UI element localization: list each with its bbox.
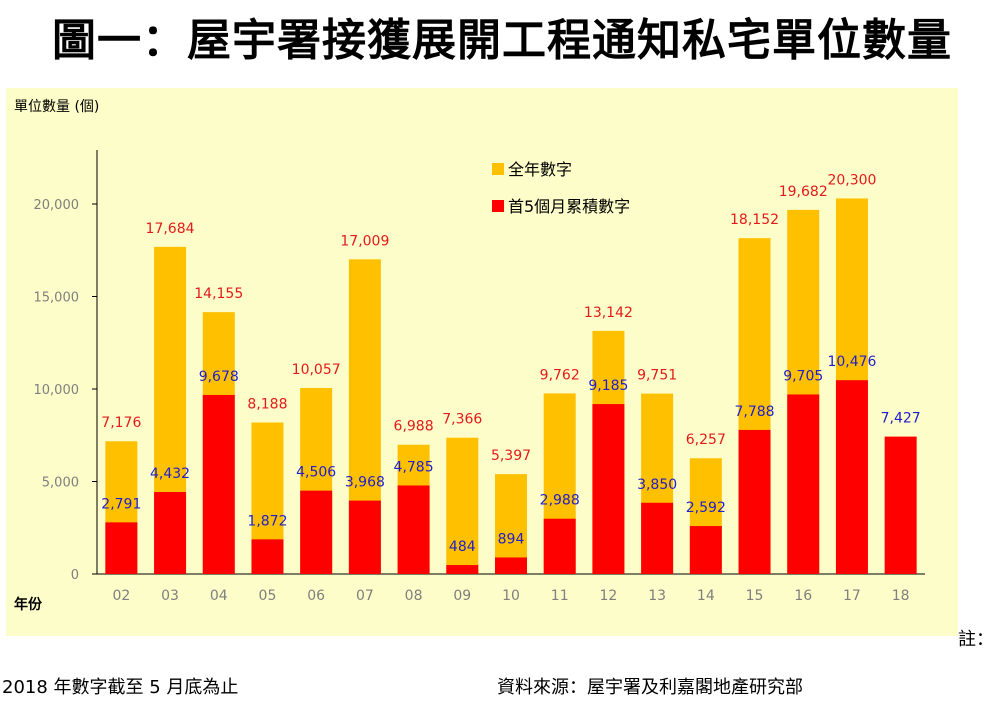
x-tick-label: 18 (892, 588, 910, 604)
bar-first-5-months (641, 502, 674, 574)
data-label-first-5-months: 3,850 (637, 477, 677, 493)
x-tick-label: 02 (112, 588, 130, 604)
data-label-full-year: 13,142 (584, 305, 633, 321)
y-tick-label: 10,000 (34, 383, 80, 398)
x-tick-label: 11 (551, 588, 569, 604)
data-label-full-year: 17,684 (146, 221, 195, 237)
data-label-full-year: 7,366 (442, 412, 482, 428)
data-label-first-5-months: 4,785 (394, 459, 434, 475)
bar-first-5-months (154, 492, 187, 574)
y-tick-label: 15,000 (34, 291, 80, 306)
bar-first-5-months (884, 436, 917, 574)
legend-swatch-full-year (492, 163, 504, 175)
x-tick-label: 09 (453, 588, 471, 604)
y-axis-label: 單位數量 (個) (14, 99, 100, 115)
data-label-first-5-months: 2,791 (101, 496, 141, 512)
y-tick-label: 20,000 (34, 198, 80, 213)
footnote: 2018 年數字截至 5 月底為止 (2, 677, 239, 698)
bar-first-5-months (495, 557, 527, 574)
data-label-first-5-months: 894 (498, 531, 525, 547)
bar-first-5-months (251, 539, 284, 574)
x-tick-label: 06 (307, 588, 325, 604)
data-label-first-5-months: 7,788 (734, 404, 774, 420)
data-label-full-year: 10,057 (292, 362, 341, 378)
data-label-full-year: 8,188 (247, 397, 287, 413)
bar-first-5-months (835, 380, 868, 574)
x-tick-label: 10 (502, 588, 520, 604)
legend-swatch-first-5-months (492, 200, 504, 212)
data-label-first-5-months: 3,968 (345, 475, 385, 491)
data-label-full-year: 18,152 (730, 212, 779, 228)
data-label-first-5-months: 484 (449, 539, 476, 555)
data-label-first-5-months: 10,476 (827, 354, 876, 370)
data-label-first-5-months: 4,432 (150, 466, 190, 482)
bar-full-year (446, 437, 479, 574)
x-tick-label: 05 (259, 588, 277, 604)
data-label-full-year: 19,682 (779, 184, 828, 200)
data-label-first-5-months: 2,592 (686, 500, 726, 516)
legend-label-full-year: 全年數字 (508, 160, 572, 179)
x-tick-label: 16 (794, 588, 812, 604)
bar-first-5-months (105, 522, 138, 574)
data-label-full-year: 17,009 (340, 233, 389, 249)
bar-first-5-months (348, 500, 381, 574)
bar-first-5-months (787, 394, 820, 574)
bar-first-5-months (738, 429, 771, 574)
x-tick-label: 03 (161, 588, 179, 604)
data-label-full-year: 7,176 (101, 415, 141, 431)
data-label-full-year: 14,155 (194, 286, 243, 302)
x-tick-label: 07 (356, 588, 374, 604)
y-tick-label: 0 (71, 568, 79, 583)
bar-full-year (495, 474, 527, 574)
bar-first-5-months (202, 394, 235, 574)
data-label-full-year: 9,762 (540, 367, 580, 383)
data-label-first-5-months: 9,705 (783, 368, 823, 384)
bar-first-5-months (592, 404, 625, 574)
data-label-first-5-months: 9,678 (199, 369, 239, 385)
x-tick-label: 17 (843, 588, 861, 604)
bar-first-5-months (300, 490, 333, 574)
page-title: 圖一：屋宇署接獲展開工程通知私宅單位數量 (52, 15, 952, 66)
x-tick-label: 04 (210, 588, 228, 604)
data-label-full-year: 6,257 (686, 432, 726, 448)
data-label-first-5-months: 1,872 (247, 513, 287, 529)
data-label-full-year: 5,397 (491, 448, 531, 464)
bar-first-5-months (543, 518, 576, 574)
source-note: 資料來源：屋宇署及利嘉閣地產研究部 (497, 677, 803, 698)
bar-first-5-months (689, 526, 722, 574)
data-label-first-5-months: 4,506 (296, 465, 336, 481)
x-tick-label: 08 (405, 588, 423, 604)
x-tick-label: 12 (599, 588, 617, 604)
x-axis-label: 年份 (14, 597, 42, 613)
y-tick-label: 5,000 (42, 476, 79, 491)
data-label-first-5-months: 9,185 (588, 378, 628, 394)
footnote-label: 註： (958, 629, 994, 650)
bar-first-5-months (446, 565, 479, 574)
legend-label-first-5-months: 首5個月累積數字 (508, 197, 630, 216)
x-tick-label: 15 (746, 588, 764, 604)
data-label-full-year: 6,988 (394, 419, 434, 435)
bar-first-5-months (397, 485, 430, 574)
data-label-first-5-months: 2,988 (540, 493, 580, 509)
data-label-full-year: 20,300 (827, 172, 876, 188)
data-label-full-year: 9,751 (637, 368, 677, 384)
x-tick-label: 14 (697, 588, 715, 604)
x-tick-label: 13 (648, 588, 666, 604)
data-label-first-5-months: 7,427 (881, 411, 921, 427)
